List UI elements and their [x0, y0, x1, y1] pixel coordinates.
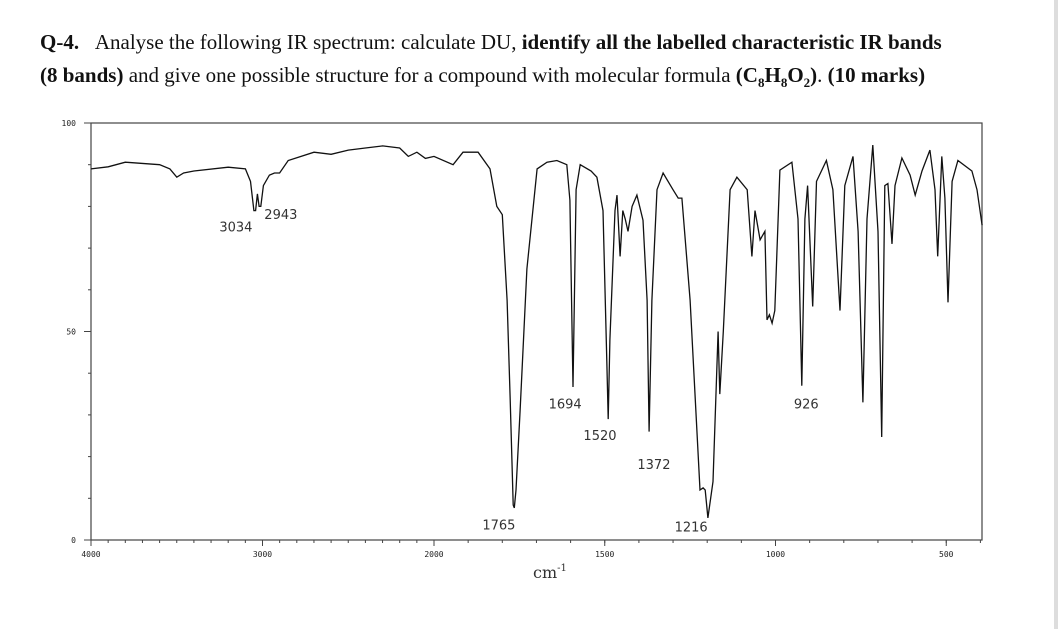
plot-frame [90, 122, 983, 541]
formula-sub: 8 [757, 75, 765, 91]
y-tick-label: 0 [71, 536, 76, 545]
formula-part: (C [735, 63, 758, 87]
question-text-2: and give one possible structure for a co… [123, 63, 736, 87]
question-line-2: (8 bands) and give one possible structur… [40, 63, 925, 91]
formula-part: ) [810, 63, 818, 87]
question-bold-1: identify all the labelled characteristic… [521, 30, 942, 54]
question-number: Q-4. [40, 30, 80, 54]
peak-label: 1372 [637, 458, 670, 473]
y-tick-label: 100 [62, 119, 77, 128]
formula-sub: 2 [803, 75, 811, 91]
formula-part: H [764, 63, 781, 87]
formula-sub: 8 [780, 75, 788, 91]
x-tick-label: 4000 [81, 550, 100, 559]
peak-label: 1694 [549, 398, 582, 413]
question-text-1: Analyse the following IR spectrum: calcu… [94, 30, 522, 54]
question-line-1: Q-4. Analyse the following IR spectrum: … [40, 30, 942, 55]
x-tick-label: 1500 [595, 550, 614, 559]
x-axis-label: cm-1 [533, 563, 567, 582]
question-marks: (10 marks) [827, 63, 926, 87]
y-tick-label: 50 [66, 328, 76, 337]
molecular-formula: (C8H8O2) [735, 63, 818, 91]
question-text-3: . [817, 63, 828, 87]
peak-label: 1520 [583, 429, 616, 444]
peak-label: 926 [794, 398, 819, 413]
x-tick-label: 3000 [253, 550, 272, 559]
x-tick-label: 500 [939, 550, 954, 559]
spectrum-line [90, 145, 983, 518]
peak-label: 1216 [675, 521, 708, 536]
peak-label: 2943 [264, 208, 297, 223]
x-tick-label: 2000 [424, 550, 443, 559]
x-tick-label: 1000 [766, 550, 785, 559]
page-edge [1054, 0, 1058, 629]
formula-part: O [787, 63, 804, 87]
peak-label: 3034 [219, 220, 252, 235]
peak-label: 1765 [482, 519, 515, 534]
question-bold-2: (8 bands) [40, 63, 124, 87]
